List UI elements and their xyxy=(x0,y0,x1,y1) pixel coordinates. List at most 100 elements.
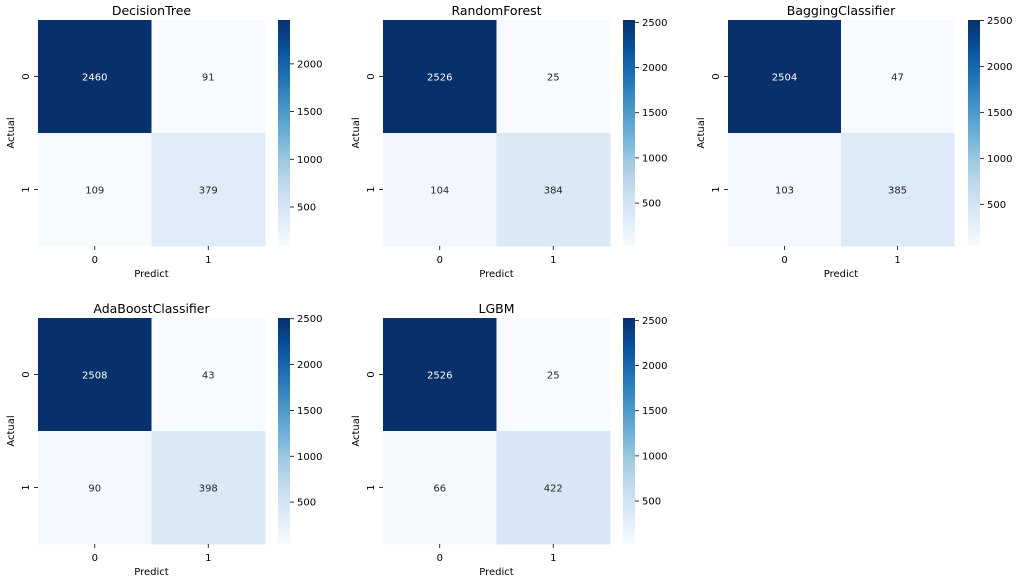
colorbar-tick-label: 1500 xyxy=(642,406,667,417)
colorbar xyxy=(623,318,635,544)
heatmap-title: LGBM xyxy=(478,301,514,316)
heatmap-cell xyxy=(496,318,611,432)
colorbar-tick-label: 2000 xyxy=(297,59,322,70)
cell-value-label: 398 xyxy=(199,484,218,495)
colorbar-tick-label: 2000 xyxy=(642,361,667,372)
y-tick-label: 0 xyxy=(711,73,722,79)
colorbar-tick-label: 2000 xyxy=(987,62,1012,73)
y-tick-label: 1 xyxy=(366,484,377,490)
y-axis-label: Actual xyxy=(6,415,17,446)
heatmap-cell xyxy=(38,318,152,432)
x-tick-label: 1 xyxy=(205,553,211,564)
heatmap-cell xyxy=(496,20,611,134)
heatmap-cell xyxy=(383,431,497,545)
colorbar xyxy=(278,20,290,246)
cell-value-label: 379 xyxy=(199,186,218,197)
colorbar-tick-label: 2000 xyxy=(642,63,667,74)
y-tick-label: 1 xyxy=(21,186,32,192)
y-tick-label: 1 xyxy=(711,186,722,192)
cell-value-label: 2526 xyxy=(427,73,452,84)
x-axis-label: Predict xyxy=(134,567,169,578)
colorbar-tick-label: 1500 xyxy=(642,108,667,119)
cell-value-label: 66 xyxy=(433,484,446,495)
x-tick-label: 1 xyxy=(894,255,900,266)
colorbar-tick-label: 2500 xyxy=(987,16,1012,27)
x-tick-label: 0 xyxy=(92,255,98,266)
heatmap-cell xyxy=(728,133,842,247)
colorbar-tick-label: 1000 xyxy=(987,154,1012,165)
y-tick-label: 0 xyxy=(21,371,32,377)
colorbar-tick-label: 500 xyxy=(987,200,1006,211)
colorbar-tick-label: 500 xyxy=(642,199,661,210)
heatmap-cell xyxy=(496,431,611,545)
y-tick-label: 0 xyxy=(366,73,377,79)
cell-value-label: 91 xyxy=(202,73,215,84)
heatmap-cell xyxy=(38,431,152,545)
colorbar-tick-label: 2500 xyxy=(642,316,667,327)
heatmap-panel-4: AdaBoostClassifier 2508 43 90 398 0 1 Predict 0 1… xyxy=(6,301,322,578)
x-tick-label: 0 xyxy=(781,255,787,266)
heatmap-cell xyxy=(841,133,955,247)
x-tick-label: 1 xyxy=(205,255,211,266)
x-axis-label: Predict xyxy=(479,269,514,280)
heatmap-panel-2: RandomForest 2526 25 104 384 0 1 Predict 0 1 Actua… xyxy=(351,3,667,280)
colorbar-tick-label: 1000 xyxy=(297,155,322,166)
y-tick-label: 1 xyxy=(21,484,32,490)
y-axis-label: Actual xyxy=(351,117,362,148)
x-tick-label: 0 xyxy=(437,553,443,564)
x-axis-label: Predict xyxy=(824,269,859,280)
y-axis-label: Actual xyxy=(6,117,17,148)
x-axis-label: Predict xyxy=(479,567,514,578)
y-tick-label: 0 xyxy=(366,371,377,377)
x-tick-label: 1 xyxy=(550,255,556,266)
heatmap-cell xyxy=(728,20,842,134)
cell-value-label: 90 xyxy=(88,484,101,495)
cell-value-label: 2526 xyxy=(427,371,452,382)
cell-value-label: 422 xyxy=(544,484,563,495)
heatmap-cell xyxy=(841,20,955,134)
heatmap-cell xyxy=(383,133,497,247)
heatmap-cell xyxy=(151,133,266,247)
y-axis-label: Actual xyxy=(351,415,362,446)
colorbar-tick-label: 2000 xyxy=(297,360,322,371)
heatmap-panel-1: DecisionTree 2460 91 109 379 0 1 Predict 0 1 Actua… xyxy=(6,3,322,280)
cell-value-label: 47 xyxy=(891,73,904,84)
heatmap-cell xyxy=(383,318,497,432)
heatmap-cell xyxy=(38,20,152,134)
colorbar xyxy=(968,20,980,246)
heatmap-cell xyxy=(151,20,266,134)
heatmap-title: AdaBoostClassifier xyxy=(93,301,210,316)
colorbar-tick-label: 1000 xyxy=(642,153,667,164)
cell-value-label: 384 xyxy=(544,186,563,197)
colorbar-tick-label: 2500 xyxy=(297,314,322,325)
cell-value-label: 2508 xyxy=(82,371,107,382)
x-tick-label: 1 xyxy=(550,553,556,564)
colorbar-tick-label: 1000 xyxy=(642,451,667,462)
cell-value-label: 25 xyxy=(547,371,560,382)
heatmap-cell xyxy=(496,133,611,247)
heatmap-title: BaggingClassifier xyxy=(787,3,896,18)
colorbar-tick-label: 1500 xyxy=(987,108,1012,119)
cell-value-label: 43 xyxy=(202,371,215,382)
heatmap-panel-5: LGBM 2526 25 66 422 0 1 Predict 0 1 Actual 500 1000 1… xyxy=(351,301,667,578)
colorbar-tick-label: 1500 xyxy=(297,107,322,118)
colorbar-tick-label: 1000 xyxy=(297,452,322,463)
y-tick-label: 0 xyxy=(21,73,32,79)
y-tick-label: 1 xyxy=(366,186,377,192)
y-axis-label: Actual xyxy=(696,117,707,148)
colorbar-tick-label: 500 xyxy=(297,202,316,213)
colorbar xyxy=(278,318,290,544)
cell-value-label: 385 xyxy=(888,186,907,197)
colorbar-tick-label: 1500 xyxy=(297,406,322,417)
heatmap-title: DecisionTree xyxy=(112,3,192,18)
x-tick-label: 0 xyxy=(92,553,98,564)
cell-value-label: 104 xyxy=(430,186,449,197)
cell-value-label: 109 xyxy=(85,186,104,197)
cell-value-label: 2504 xyxy=(772,73,797,84)
heatmap-panel-3: BaggingClassifier 2504 47 103 385 0 1 Predict 0 1… xyxy=(696,3,1012,280)
colorbar-tick-label: 500 xyxy=(642,497,661,508)
heatmap-cell xyxy=(151,431,266,545)
heatmap-cell xyxy=(38,133,152,247)
heatmap-cell xyxy=(383,20,497,134)
